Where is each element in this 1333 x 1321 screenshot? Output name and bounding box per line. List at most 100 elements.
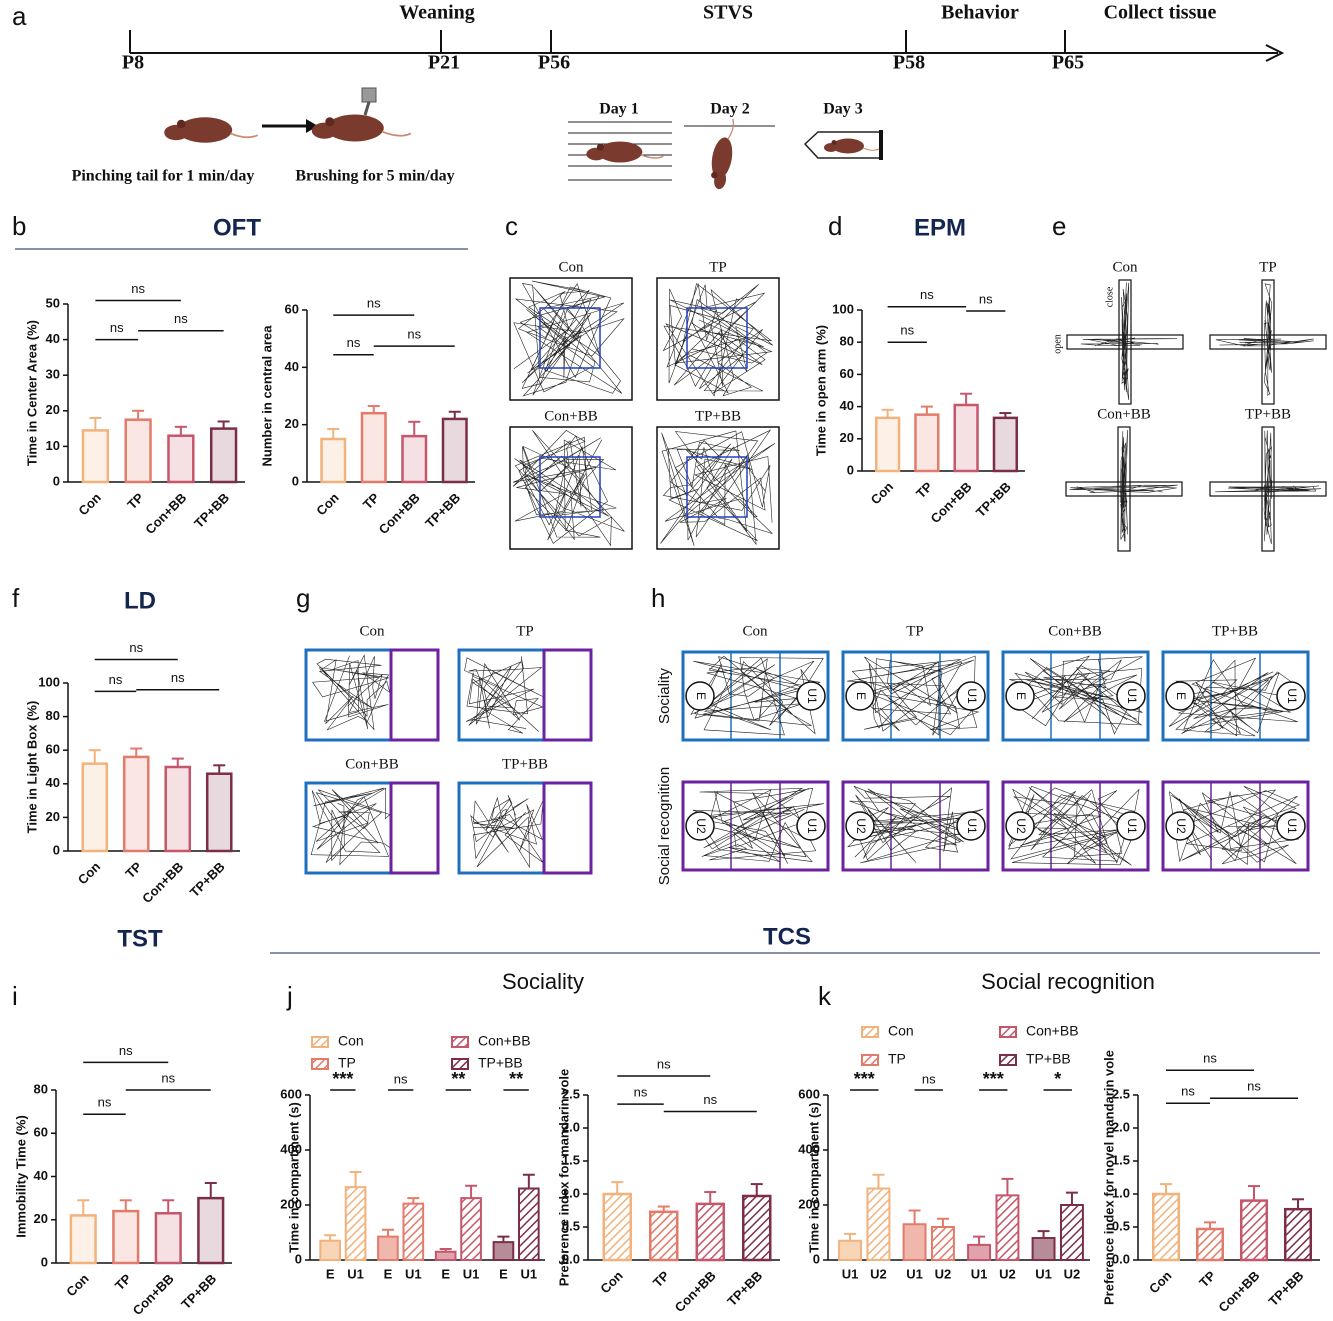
bar xyxy=(460,1197,482,1261)
bar xyxy=(492,1241,515,1261)
cage xyxy=(685,811,715,841)
bar xyxy=(205,772,233,853)
y-tick-label: 20 xyxy=(285,416,299,431)
significance-label: ** xyxy=(509,1069,523,1089)
y-tick-label: 30 xyxy=(46,367,60,382)
rat-ear xyxy=(711,171,718,179)
panel-letter: e xyxy=(1052,211,1066,241)
group-label: Con+BB xyxy=(345,756,398,772)
chamber-box xyxy=(1161,780,1310,872)
y-axis-label: Time in Light Box (%) xyxy=(24,701,39,834)
rat-tail xyxy=(862,147,880,151)
legend-label: TP+BB xyxy=(478,1055,523,1071)
x-tick-label: U1 xyxy=(842,1266,859,1281)
bar xyxy=(874,416,901,473)
trajectory xyxy=(1168,785,1301,865)
trajectory xyxy=(1007,655,1143,735)
y-tick-label: 0 xyxy=(292,473,299,488)
cage xyxy=(845,681,875,711)
rat-body xyxy=(832,138,864,154)
y-tick-label: 40 xyxy=(34,1168,48,1183)
section-subtitle: Social recognition xyxy=(981,969,1155,994)
legend-label: Con+BB xyxy=(478,1033,531,1049)
stvs-day: Day 2 xyxy=(710,101,750,118)
rat-tail xyxy=(640,154,664,159)
bar xyxy=(209,427,238,484)
y-tick-label: 0 xyxy=(53,842,60,857)
y-axis-label: Time in Center Area (%) xyxy=(24,320,39,466)
cage-label: E xyxy=(1014,692,1028,700)
group-label: TP+BB xyxy=(502,756,548,772)
bar xyxy=(197,1196,225,1265)
bar xyxy=(81,429,110,484)
y-tick-label: 1.5 xyxy=(1112,1152,1130,1167)
x-tick-label: U1 xyxy=(347,1266,364,1281)
y-tick-label: 20 xyxy=(46,809,60,824)
section-title: TCS xyxy=(763,923,811,950)
section-title: LD xyxy=(124,587,156,614)
bar xyxy=(401,434,428,484)
y-tick-label: 40 xyxy=(46,331,60,346)
legend-label: Con xyxy=(338,1033,364,1049)
dark-box xyxy=(389,648,440,742)
rat-body xyxy=(326,114,384,142)
rat-icon xyxy=(586,141,664,163)
group-label: Con xyxy=(558,259,584,275)
arm-label: open xyxy=(1052,334,1063,353)
significance-label: ns xyxy=(119,1043,133,1058)
rat-icon xyxy=(311,114,412,142)
cage xyxy=(845,811,875,841)
significance-label: ns xyxy=(367,296,381,311)
y-tick-label: 60 xyxy=(34,1125,48,1140)
legend-label: TP xyxy=(338,1055,356,1071)
significance-label: ns xyxy=(347,335,361,350)
bar xyxy=(344,1186,367,1261)
trajectory xyxy=(1119,429,1128,542)
dark-box xyxy=(389,781,440,875)
y-tick-label: 20 xyxy=(840,430,854,445)
x-tick-label: U1 xyxy=(1035,1266,1052,1281)
y-tick-label: 0.5 xyxy=(562,1218,580,1233)
bar xyxy=(967,1243,992,1261)
cage-label: U1 xyxy=(1285,688,1299,704)
trajectory xyxy=(464,656,544,734)
x-tick-label: U2 xyxy=(1064,1266,1081,1281)
bar xyxy=(930,1226,955,1261)
y-tick-label: 0 xyxy=(53,473,60,488)
significance-label: ns xyxy=(161,1070,175,1085)
bar xyxy=(122,755,150,853)
group-label: Con+BB xyxy=(1048,623,1101,639)
cage-label: U1 xyxy=(965,688,979,704)
cage xyxy=(1116,681,1146,711)
y-tick-label: 40 xyxy=(840,398,854,413)
x-tick-label: U1 xyxy=(521,1266,538,1281)
legend-swatch xyxy=(311,1036,329,1048)
cage-label: U1 xyxy=(1285,818,1299,834)
cage xyxy=(685,681,715,711)
x-tick-label: U2 xyxy=(999,1266,1016,1281)
arena xyxy=(656,277,780,401)
y-tick-label: 80 xyxy=(34,1081,48,1096)
cage-label: U1 xyxy=(805,688,819,704)
x-tick-label: U1 xyxy=(906,1266,923,1281)
y-tick-label: 100 xyxy=(832,301,854,316)
bar xyxy=(319,1239,341,1261)
rat-body xyxy=(177,117,233,143)
group-label: Con+BB xyxy=(1097,406,1150,422)
bar xyxy=(81,762,109,853)
arm-label: close xyxy=(1104,286,1115,307)
rat-icon xyxy=(164,117,259,143)
chamber-box xyxy=(841,650,990,742)
significance-label: ns xyxy=(110,320,124,335)
trajectory xyxy=(662,282,774,397)
bar xyxy=(914,413,940,473)
dark-box xyxy=(542,781,593,875)
significance-label: ns xyxy=(657,1056,671,1071)
rat-tail xyxy=(727,118,735,140)
y-tick-label: 200 xyxy=(798,1196,820,1211)
group-label: TP xyxy=(516,623,534,639)
significance-label: ** xyxy=(451,1069,465,1089)
y-tick-label: 40 xyxy=(285,359,299,374)
section-title: EPM xyxy=(914,214,966,241)
rat-ear xyxy=(831,140,837,145)
